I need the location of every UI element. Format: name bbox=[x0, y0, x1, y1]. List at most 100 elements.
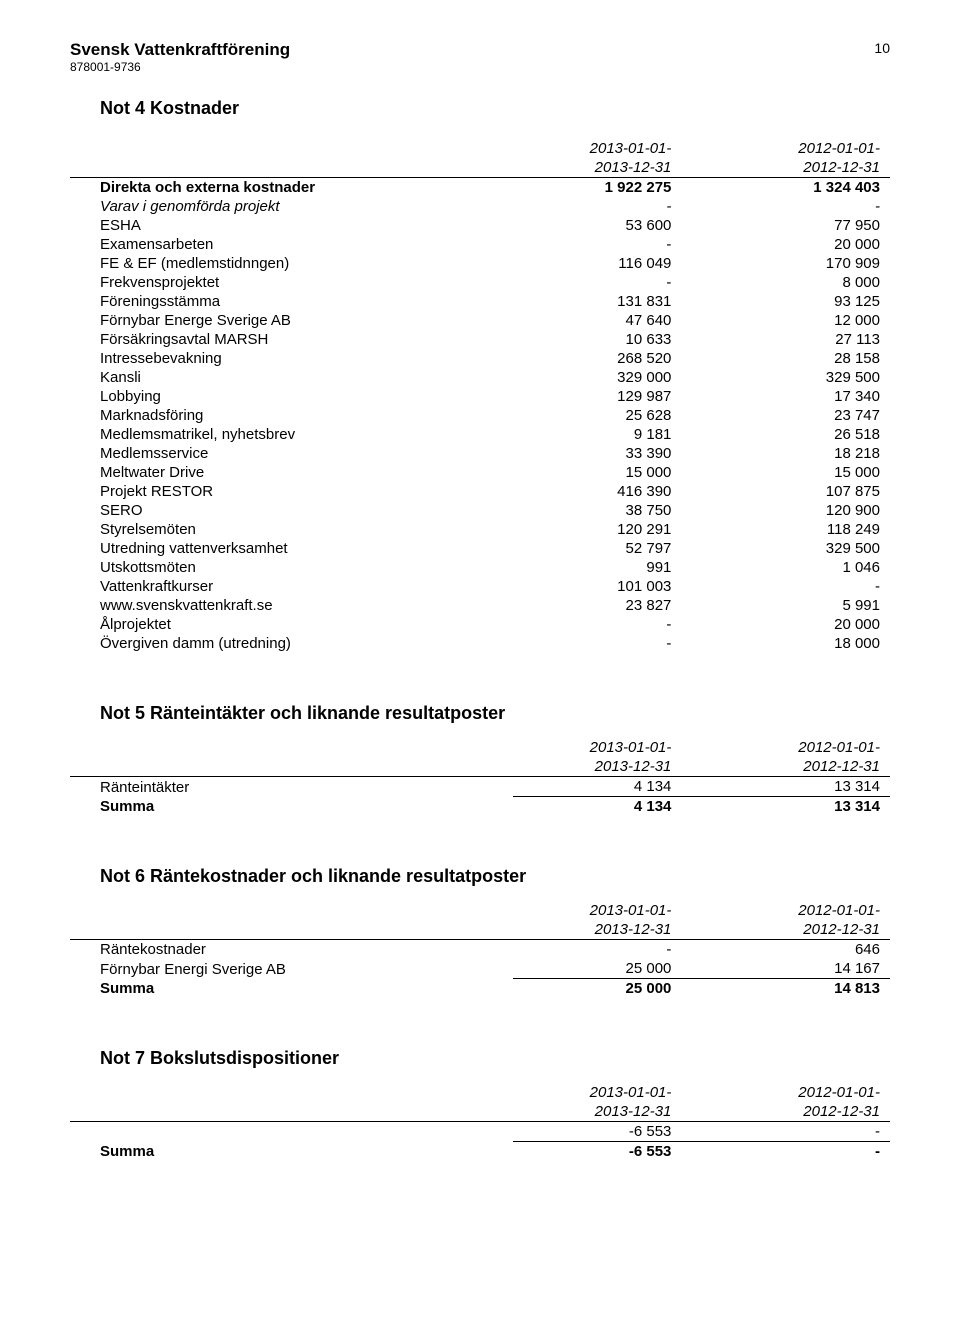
row-value-1: 9 181 bbox=[513, 425, 702, 444]
row-value-2: 13 314 bbox=[701, 777, 890, 797]
row-value-1: 120 291 bbox=[513, 520, 702, 539]
table-row: Marknadsföring25 62823 747 bbox=[70, 406, 890, 425]
row-value-1: 53 600 bbox=[513, 216, 702, 235]
row-value-1: 4 134 bbox=[513, 777, 702, 797]
row-value-2: 18 000 bbox=[701, 634, 890, 653]
sum-label: Summa bbox=[70, 797, 513, 817]
sum-value-2: - bbox=[701, 1142, 890, 1162]
period-header-c1: 2013-01-01- bbox=[513, 738, 702, 757]
period-header-c1: 2013-01-01- bbox=[513, 1083, 702, 1102]
table-row: www.svenskvattenkraft.se23 8275 991 bbox=[70, 596, 890, 615]
org-name: Svensk Vattenkraftförening bbox=[70, 40, 290, 60]
row-label: Projekt RESTOR bbox=[70, 482, 513, 501]
period-header-c1b: 2013-12-31 bbox=[513, 757, 702, 777]
period-header-blank bbox=[70, 757, 513, 777]
row-value-1: 15 000 bbox=[513, 463, 702, 482]
period-header-blank bbox=[70, 1083, 513, 1102]
row-value-2: 15 000 bbox=[701, 463, 890, 482]
period-header-blank bbox=[70, 158, 513, 178]
page-number: 10 bbox=[874, 40, 890, 56]
row-label: Lobbying bbox=[70, 387, 513, 406]
row-label: Utredning vattenverksamhet bbox=[70, 539, 513, 558]
row-value-1: - bbox=[513, 235, 702, 254]
row-value-2: 107 875 bbox=[701, 482, 890, 501]
period-header-c2: 2012-01-01- bbox=[701, 901, 890, 920]
table-row: Övergiven damm (utredning)-18 000 bbox=[70, 634, 890, 653]
row-value-2: 120 900 bbox=[701, 501, 890, 520]
row-value-1: 268 520 bbox=[513, 349, 702, 368]
table-row: Räntekostnader-646 bbox=[70, 940, 890, 960]
row-value-2: 26 518 bbox=[701, 425, 890, 444]
row-label: Försäkringsavtal MARSH bbox=[70, 330, 513, 349]
not5-title: Not 5 Ränteintäkter och liknande resulta… bbox=[70, 703, 890, 724]
row-value-2: 1 046 bbox=[701, 558, 890, 577]
row-value-1: 101 003 bbox=[513, 577, 702, 596]
not5-table: 2013-01-01-2012-01-01-2013-12-312012-12-… bbox=[70, 738, 890, 816]
table-row: Meltwater Drive15 00015 000 bbox=[70, 463, 890, 482]
row-value-1: 416 390 bbox=[513, 482, 702, 501]
row-value-1: 25 000 bbox=[513, 959, 702, 979]
period-header-c2b: 2012-12-31 bbox=[701, 920, 890, 940]
row-label: Medlemsmatrikel, nyhetsbrev bbox=[70, 425, 513, 444]
row-value-2: 118 249 bbox=[701, 520, 890, 539]
row-value-1: 1 922 275 bbox=[513, 178, 702, 198]
period-header-c2: 2012-01-01- bbox=[701, 738, 890, 757]
row-label: Varav i genomförda projekt bbox=[70, 197, 513, 216]
row-value-1: 23 827 bbox=[513, 596, 702, 615]
period-header-blank bbox=[70, 901, 513, 920]
row-label: Examensarbeten bbox=[70, 235, 513, 254]
row-value-2: 93 125 bbox=[701, 292, 890, 311]
period-header-c2b: 2012-12-31 bbox=[701, 757, 890, 777]
row-value-1: 329 000 bbox=[513, 368, 702, 387]
row-label: Förnybar Energi Sverige AB bbox=[70, 959, 513, 979]
row-label: Ålprojektet bbox=[70, 615, 513, 634]
row-label: Föreningsstämma bbox=[70, 292, 513, 311]
table-row: Föreningsstämma131 83193 125 bbox=[70, 292, 890, 311]
not6-table: 2013-01-01-2012-01-01-2013-12-312012-12-… bbox=[70, 901, 890, 998]
row-label: Övergiven damm (utredning) bbox=[70, 634, 513, 653]
table-row: Ålprojektet-20 000 bbox=[70, 615, 890, 634]
page-header: Svensk Vattenkraftförening 878001-9736 1… bbox=[70, 40, 890, 74]
row-label bbox=[70, 1122, 513, 1142]
period-header-c2b: 2012-12-31 bbox=[701, 158, 890, 178]
sum-value-1: 4 134 bbox=[513, 797, 702, 817]
period-header-c1: 2013-01-01- bbox=[513, 139, 702, 158]
row-label: Direkta och externa kostnader bbox=[70, 178, 513, 198]
table-row: Utredning vattenverksamhet52 797329 500 bbox=[70, 539, 890, 558]
table-row: Projekt RESTOR416 390107 875 bbox=[70, 482, 890, 501]
row-value-2: 17 340 bbox=[701, 387, 890, 406]
row-value-2: 18 218 bbox=[701, 444, 890, 463]
row-value-2: 170 909 bbox=[701, 254, 890, 273]
row-value-1: 33 390 bbox=[513, 444, 702, 463]
table-row: Utskottsmöten9911 046 bbox=[70, 558, 890, 577]
row-value-1: 131 831 bbox=[513, 292, 702, 311]
sum-row: Summa-6 553- bbox=[70, 1142, 890, 1162]
row-label: FE & EF (medlemstidnngen) bbox=[70, 254, 513, 273]
period-header-blank bbox=[70, 139, 513, 158]
period-header-c1: 2013-01-01- bbox=[513, 901, 702, 920]
sum-value-2: 14 813 bbox=[701, 979, 890, 999]
sum-label: Summa bbox=[70, 1142, 513, 1162]
period-header-c2b: 2012-12-31 bbox=[701, 1102, 890, 1122]
org-id: 878001-9736 bbox=[70, 60, 290, 74]
row-value-1: - bbox=[513, 273, 702, 292]
table-row: Kansli329 000329 500 bbox=[70, 368, 890, 387]
row-label: www.svenskvattenkraft.se bbox=[70, 596, 513, 615]
sum-value-1: -6 553 bbox=[513, 1142, 702, 1162]
row-value-1: - bbox=[513, 940, 702, 960]
table-row: -6 553- bbox=[70, 1122, 890, 1142]
row-label: Frekvensprojektet bbox=[70, 273, 513, 292]
table-row: SERO38 750120 900 bbox=[70, 501, 890, 520]
sum-row: Summa25 00014 813 bbox=[70, 979, 890, 999]
period-header-c1b: 2013-12-31 bbox=[513, 158, 702, 178]
not7-table: 2013-01-01-2012-01-01-2013-12-312012-12-… bbox=[70, 1083, 890, 1161]
row-value-2: - bbox=[701, 1122, 890, 1142]
row-value-1: 116 049 bbox=[513, 254, 702, 273]
table-row: Vattenkraftkurser101 003- bbox=[70, 577, 890, 596]
row-value-2: 1 324 403 bbox=[701, 178, 890, 198]
table-row: Ränteintäkter4 13413 314 bbox=[70, 777, 890, 797]
table-row: Medlemsservice33 39018 218 bbox=[70, 444, 890, 463]
row-value-1: -6 553 bbox=[513, 1122, 702, 1142]
table-row: Försäkringsavtal MARSH10 63327 113 bbox=[70, 330, 890, 349]
table-row: Frekvensprojektet-8 000 bbox=[70, 273, 890, 292]
